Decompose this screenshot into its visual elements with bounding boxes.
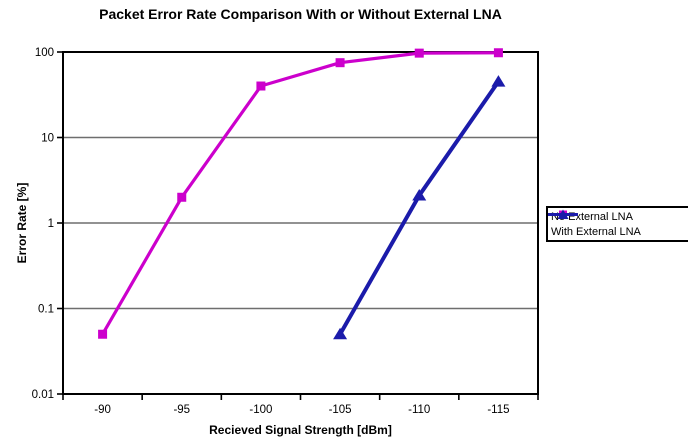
legend-box: No External LNA With External LNA (546, 206, 688, 242)
series-no-external-lna-marker (256, 81, 266, 91)
y-tick-label: 0.1 (38, 304, 54, 316)
series-with-external-lna-marker (412, 188, 427, 201)
legend-label: With External LNA (551, 225, 641, 238)
y-axis-title: Error Rate [%] (15, 182, 29, 264)
x-tick-label: -105 (329, 404, 352, 416)
y-tick-label: 0.01 (32, 389, 54, 401)
chart-title: Packet Error Rate Comparison With or Wit… (99, 6, 502, 22)
series-no-external-lna-marker (493, 48, 503, 58)
x-tick-label: -90 (94, 404, 111, 416)
x-axis-title: Recieved Signal Strength [dBm] (209, 423, 392, 437)
y-tick-label: 100 (35, 47, 54, 59)
series-with-external-lna-line (338, 80, 501, 336)
y-tick-label: 1 (48, 218, 54, 230)
series-no-external-lna-marker (335, 58, 345, 68)
x-tick-label: -115 (487, 404, 509, 416)
x-tick-label: -110 (408, 404, 430, 416)
series-with-external-lna-marker (333, 327, 348, 340)
y-tick-label: 10 (41, 133, 54, 145)
series-no-external-lna-line (101, 51, 499, 336)
series-with-external-lna-marker (491, 75, 506, 87)
x-tick-label: -95 (173, 404, 190, 416)
series-no-external-lna-marker (414, 48, 424, 58)
x-tick-label: -100 (249, 404, 272, 416)
triangle-marker-icon (548, 209, 578, 219)
series-no-external-lna-marker (177, 192, 187, 202)
legend-item: With External LNA (548, 209, 686, 239)
series-no-external-lna-marker (98, 329, 108, 339)
